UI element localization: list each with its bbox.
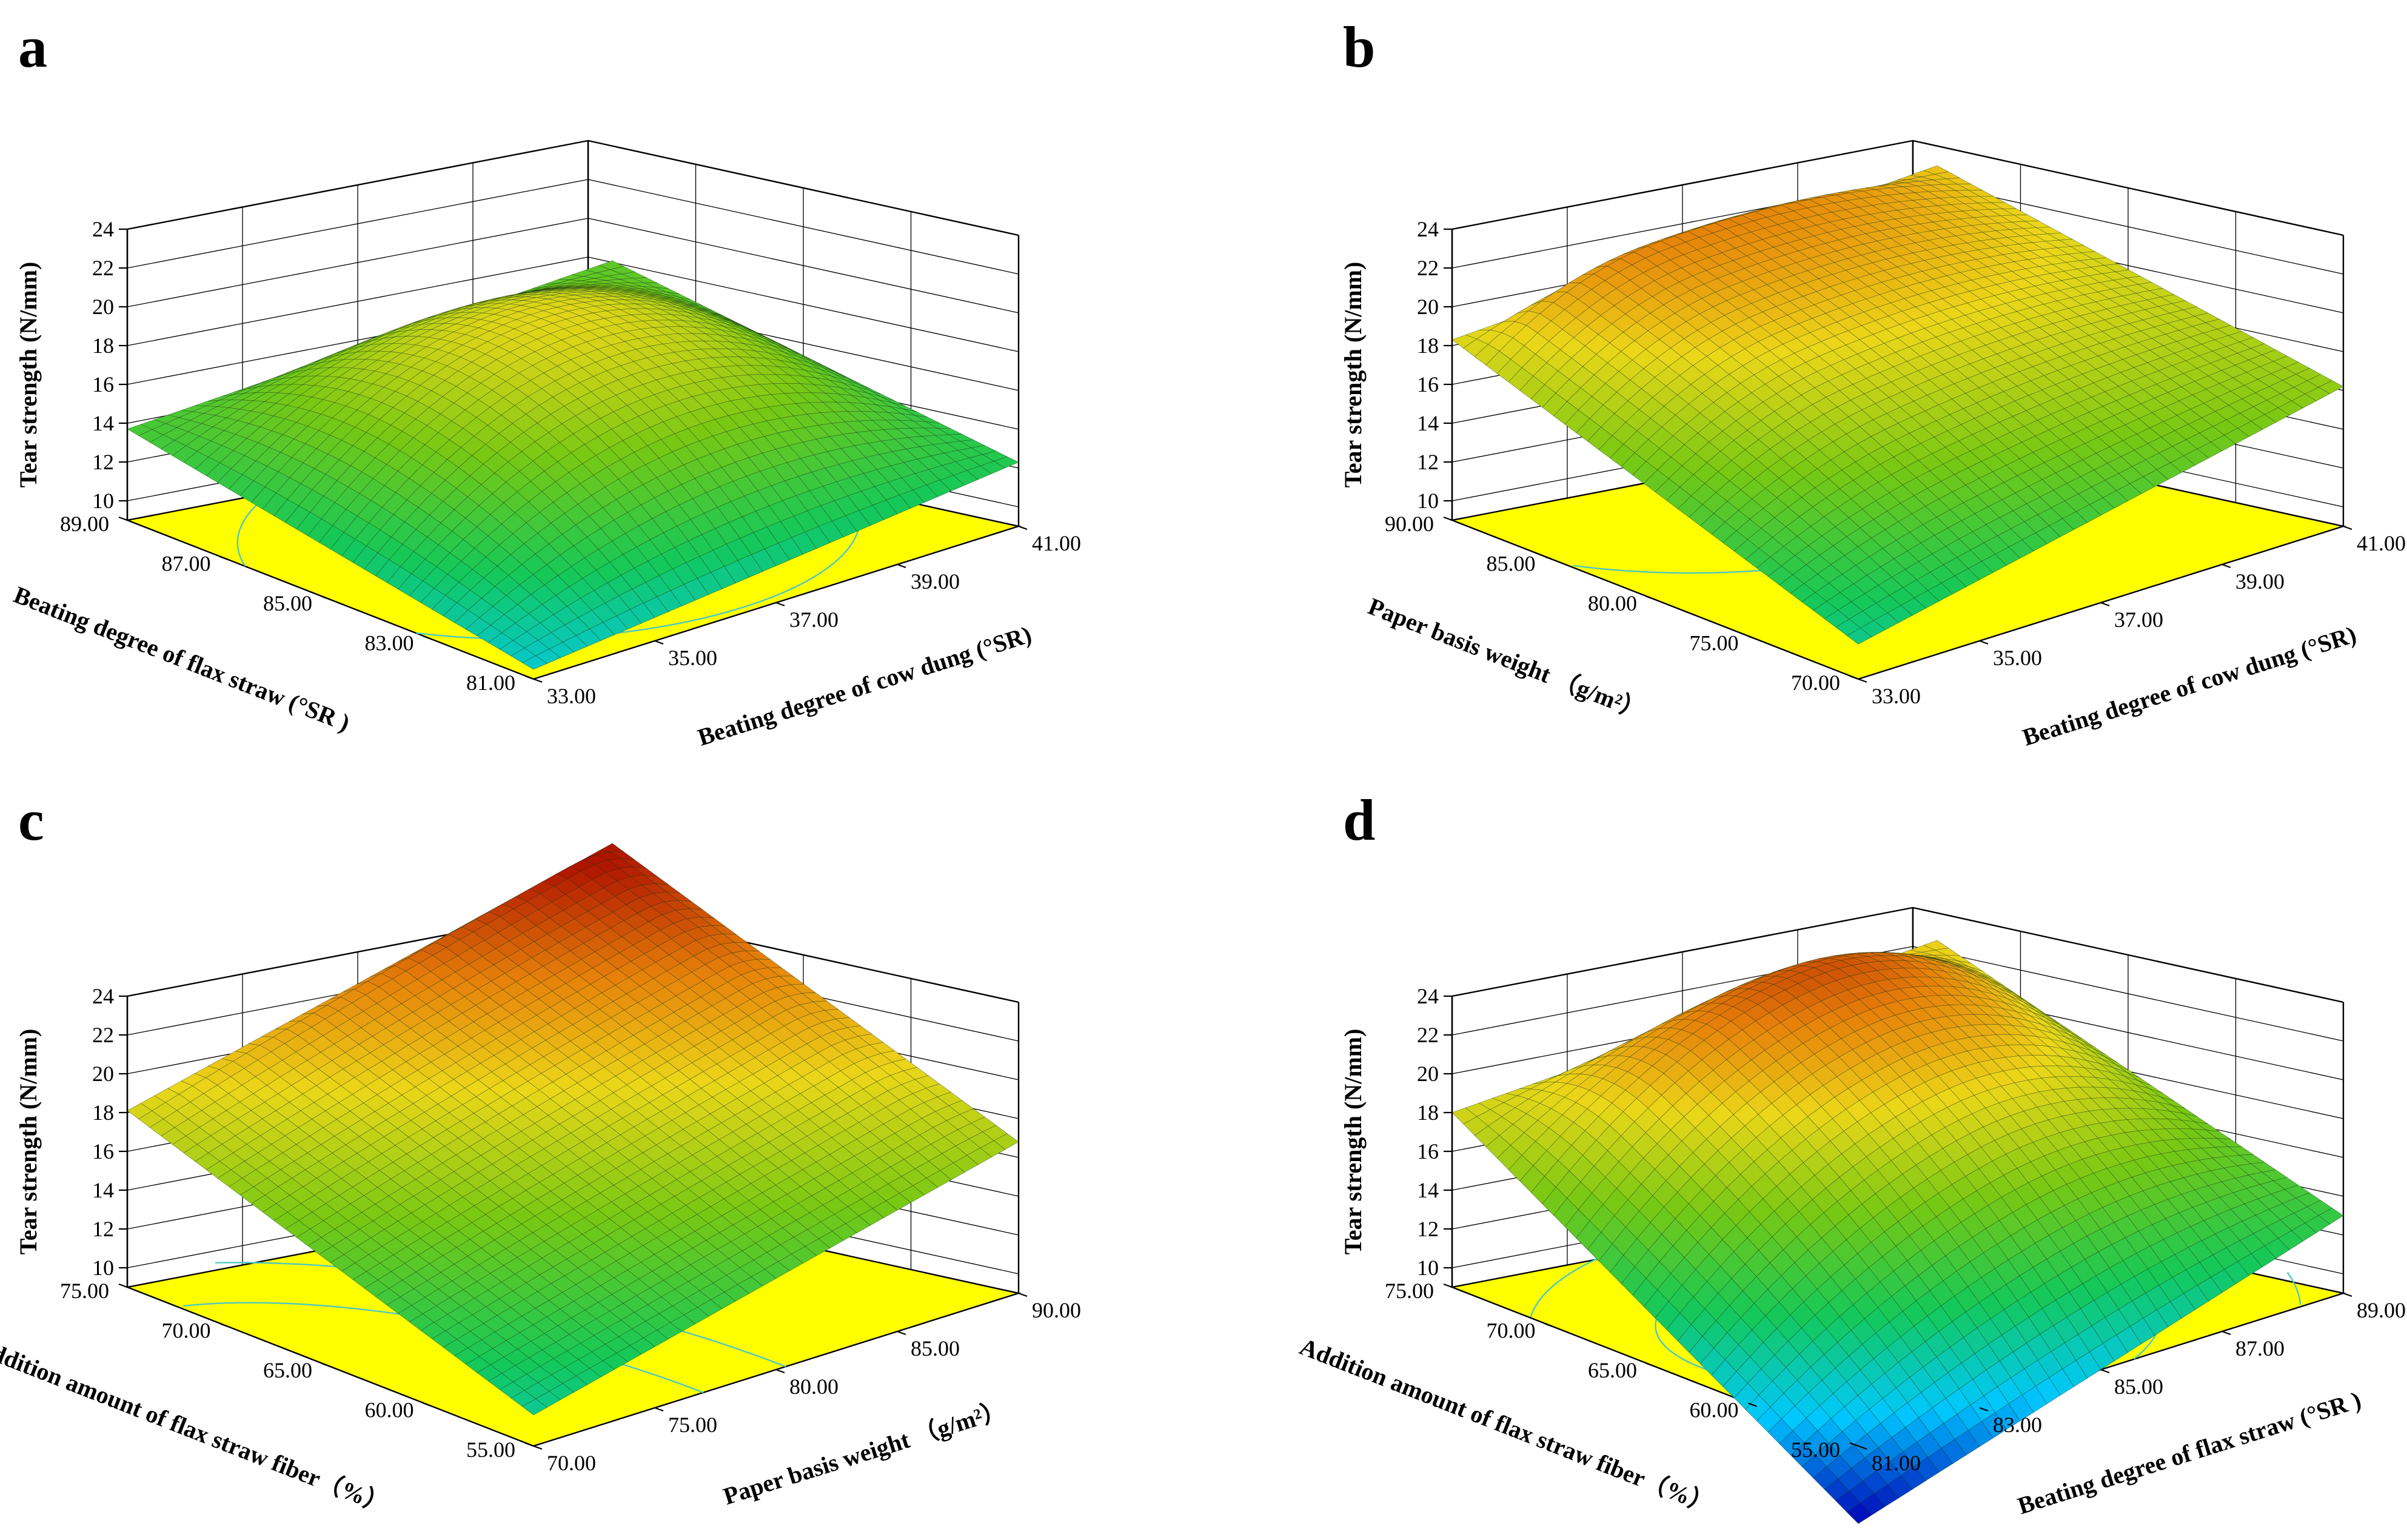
z-tick-label: 22 bbox=[92, 1023, 114, 1047]
z-tick-label: 24 bbox=[1417, 217, 1439, 241]
right-tick-label: 33.00 bbox=[1872, 684, 1921, 708]
z-tick-label: 14 bbox=[1417, 411, 1439, 435]
right-tick bbox=[1858, 678, 1867, 683]
left-tick-label: 89.00 bbox=[60, 512, 109, 536]
surface-cell bbox=[521, 655, 547, 670]
z-axis-label: Tear strength (N/mm) bbox=[15, 1029, 42, 1255]
right-tick-label: 85.00 bbox=[911, 1336, 960, 1361]
z-tick-label: 16 bbox=[1417, 372, 1439, 397]
left-tick bbox=[423, 635, 432, 640]
right-tick-label: 80.00 bbox=[789, 1374, 839, 1399]
right-tick bbox=[533, 678, 543, 683]
z-tick-label: 10 bbox=[1417, 489, 1439, 513]
right-tick-label: 33.00 bbox=[547, 684, 596, 708]
z-tick-label: 16 bbox=[92, 1139, 114, 1163]
z-tick-label: 24 bbox=[92, 984, 114, 1008]
z-tick-label: 24 bbox=[92, 217, 114, 241]
panel-a: a 10 12 14 16 18 20 22 24 Tear strength (N/mm) 81.… bbox=[10, 15, 1081, 751]
right-tick bbox=[775, 1368, 785, 1374]
right-tick-label: 41.00 bbox=[1032, 531, 1081, 555]
right-tick bbox=[897, 563, 906, 569]
right-tick-label: 35.00 bbox=[668, 646, 717, 670]
right-tick bbox=[1018, 525, 1028, 531]
right-tick bbox=[1979, 640, 1989, 645]
left-tick bbox=[524, 675, 534, 680]
z-tick-label: 22 bbox=[92, 256, 114, 280]
left-tick-label: 83.00 bbox=[365, 631, 414, 655]
z-tick-label: 20 bbox=[1417, 295, 1439, 319]
panel-c: c 10 12 14 16 18 20 22 24 Tear strength (N/mm) 55.… bbox=[0, 788, 1081, 1519]
right-tick bbox=[2221, 563, 2231, 569]
z-axis-label: Tear strength (N/mm) bbox=[1339, 262, 1367, 488]
left-tick bbox=[118, 1283, 128, 1288]
panel-b: b 10 12 14 16 18 20 22 24 Tear strength (N/mm) 70.… bbox=[1339, 15, 2406, 751]
right-tick bbox=[2100, 601, 2110, 607]
z-tick-label: 18 bbox=[92, 1100, 114, 1125]
z-axis: 10 12 14 16 18 20 22 24 Tear strength (N/mm) bbox=[15, 217, 127, 513]
panel-letter: c bbox=[18, 788, 44, 852]
right-tick-label: 35.00 bbox=[1993, 646, 2042, 670]
right-axis-label: Beating degree of cow dung (°SR) bbox=[694, 620, 1034, 751]
z-tick-label: 12 bbox=[1417, 450, 1439, 474]
left-tick-label: 70.00 bbox=[1791, 671, 1840, 695]
z-tick-label: 20 bbox=[92, 295, 114, 319]
z-tick-label: 18 bbox=[92, 333, 114, 358]
right-tick-label: 75.00 bbox=[668, 1413, 717, 1437]
left-tick-label: 81.00 bbox=[466, 671, 515, 695]
z-axis: 10 12 14 16 18 20 22 24 Tear strength (N/mm) bbox=[1339, 217, 1452, 513]
right-tick-label: 41.00 bbox=[2357, 531, 2406, 555]
right-tick-label: 39.00 bbox=[911, 569, 960, 594]
z-tick-label: 16 bbox=[92, 372, 114, 397]
right-tick-label: 90.00 bbox=[1032, 1298, 1081, 1322]
right-tick bbox=[2343, 525, 2352, 531]
left-tick-label: 75.00 bbox=[60, 1279, 109, 1303]
left-tick bbox=[220, 556, 229, 561]
right-tick bbox=[1018, 1292, 1028, 1297]
left-tick bbox=[118, 516, 128, 521]
z-tick-label: 20 bbox=[92, 1062, 114, 1086]
z-tick-label: 14 bbox=[92, 411, 114, 435]
right-axis-label: Paper basis weight （g/m²） bbox=[720, 1396, 1009, 1510]
right-tick-label: 37.00 bbox=[789, 608, 839, 632]
response-surface bbox=[1451, 165, 2344, 644]
z-axis: 10 12 14 16 18 20 22 24 Tear strength (N/mm) bbox=[15, 984, 127, 1280]
left-tick-label: 85.00 bbox=[1487, 552, 1536, 576]
left-tick-label: 85.00 bbox=[263, 591, 312, 615]
z-tick-label: 10 bbox=[92, 489, 114, 513]
right-tick bbox=[654, 1407, 664, 1412]
left-tick bbox=[321, 595, 331, 601]
right-tick bbox=[654, 640, 664, 645]
right-tick bbox=[897, 1330, 906, 1336]
z-axis-label: Tear strength (N/mm) bbox=[15, 262, 42, 488]
left-tick-label: 65.00 bbox=[263, 1358, 312, 1382]
z-tick-label: 12 bbox=[92, 1217, 114, 1241]
left-tick-label: 60.00 bbox=[365, 1398, 414, 1422]
right-tick-label: 70.00 bbox=[547, 1451, 596, 1475]
right-tick-label: 39.00 bbox=[2235, 569, 2285, 594]
left-tick-label: 55.00 bbox=[466, 1438, 515, 1462]
left-tick-label: 75.00 bbox=[1690, 631, 1739, 655]
left-tick-label: 90.00 bbox=[1385, 512, 1434, 536]
z-tick-label: 12 bbox=[92, 450, 114, 474]
right-tick bbox=[775, 601, 785, 607]
z-tick-label: 22 bbox=[1417, 256, 1439, 280]
left-tick-label: 80.00 bbox=[1588, 591, 1637, 615]
left-tick-label: 87.00 bbox=[162, 552, 211, 576]
panel-letter: a bbox=[18, 15, 47, 79]
z-tick-label: 18 bbox=[1417, 333, 1439, 358]
z-tick-label: 14 bbox=[92, 1178, 114, 1202]
right-tick-label: 37.00 bbox=[2114, 608, 2163, 632]
panel-letter: b bbox=[1343, 15, 1375, 79]
panel-letter: d bbox=[1343, 788, 1375, 852]
response-surface bbox=[127, 260, 1019, 670]
left-tick bbox=[1443, 516, 1453, 521]
left-tick-label: 70.00 bbox=[162, 1319, 211, 1343]
right-axis-label: Beating degree of cow dung (°SR) bbox=[2019, 620, 2359, 751]
right-tick bbox=[533, 1445, 543, 1450]
z-tick-label: 10 bbox=[92, 1256, 114, 1280]
surface-cell bbox=[598, 843, 624, 852]
